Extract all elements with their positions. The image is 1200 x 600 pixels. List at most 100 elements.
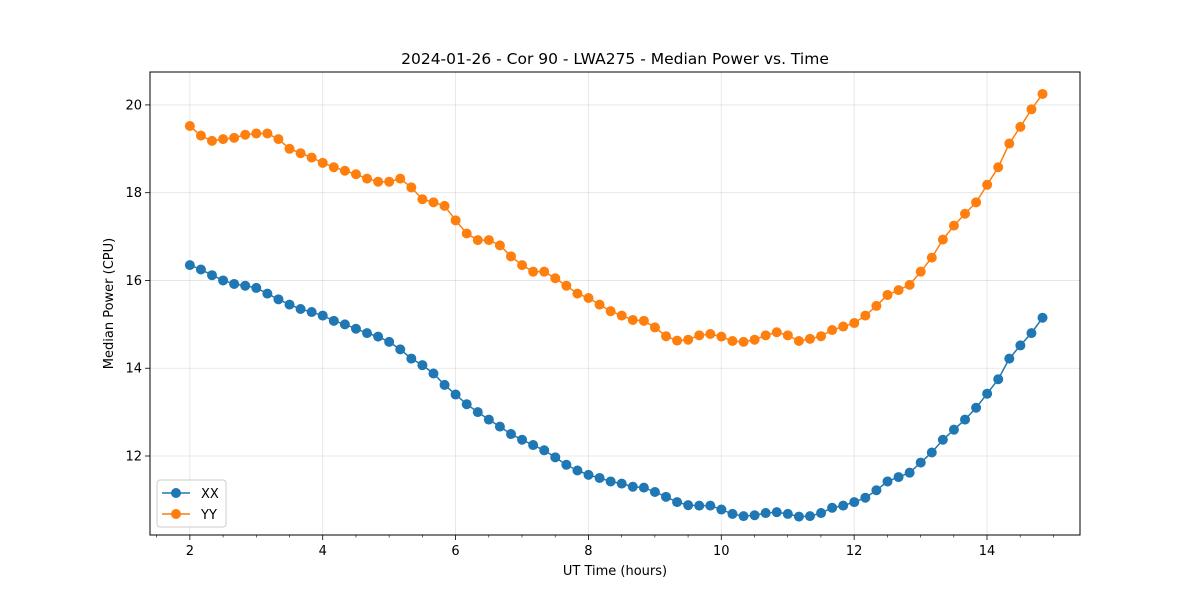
data-point-xx <box>273 294 284 305</box>
data-point-xx <box>561 459 572 470</box>
data-point-xx <box>727 508 738 519</box>
data-point-yy <box>317 157 328 168</box>
data-point-yy <box>716 331 727 342</box>
data-point-yy <box>472 235 483 246</box>
data-point-xx <box>417 360 428 371</box>
data-point-xx <box>672 497 683 508</box>
data-point-yy <box>207 135 217 146</box>
series-xx <box>184 260 1048 522</box>
data-point-xx <box>749 510 760 521</box>
data-point-xx <box>384 336 395 347</box>
series-yy <box>184 88 1048 347</box>
data-point-yy <box>838 321 849 332</box>
data-point-xx <box>627 481 638 492</box>
data-point-yy <box>1037 88 1048 99</box>
data-point-xx <box>948 424 959 435</box>
data-point-yy <box>727 336 738 347</box>
data-point-yy <box>860 310 871 321</box>
data-point-yy <box>937 234 948 245</box>
data-point-yy <box>362 173 373 184</box>
data-point-xx <box>339 319 350 330</box>
data-point-xx <box>760 508 771 519</box>
data-point-yy <box>771 327 782 338</box>
data-point-xx <box>184 260 195 271</box>
y-axis-label: Median Power (CPU) <box>102 238 117 369</box>
data-point-yy <box>295 148 306 159</box>
data-point-yy <box>782 330 793 341</box>
data-point-yy <box>550 273 561 284</box>
data-point-yy <box>1004 138 1015 149</box>
data-point-xx <box>793 511 804 522</box>
data-point-xx <box>494 421 505 432</box>
data-point-yy <box>904 279 915 290</box>
data-point-yy <box>494 240 505 251</box>
data-point-xx <box>683 500 694 511</box>
data-point-yy <box>417 194 428 205</box>
data-point-xx <box>827 502 838 513</box>
data-point-xx <box>505 429 516 440</box>
data-point-yy <box>240 129 251 140</box>
data-point-xx <box>893 472 904 483</box>
data-point-xx <box>738 511 749 522</box>
data-point-yy <box>1015 121 1026 132</box>
data-point-yy <box>328 162 339 173</box>
data-point-yy <box>251 128 262 139</box>
data-point-yy <box>1026 104 1037 115</box>
x-axis-ticks: 2 4 6 8 10 12 14 <box>156 535 1054 559</box>
data-point-yy <box>926 252 937 263</box>
data-point-xx <box>229 278 240 289</box>
data-point-xx <box>572 465 583 476</box>
data-point-xx <box>284 299 295 310</box>
data-point-yy <box>184 120 195 131</box>
data-point-xx <box>871 485 882 496</box>
y-axis-ticks: 12 14 16 18 20 <box>125 98 150 465</box>
data-point-xx <box>838 500 849 511</box>
data-point-yy <box>384 176 395 187</box>
data-point-yy <box>793 336 804 347</box>
data-point-yy <box>760 330 771 341</box>
y-tick-label: 14 <box>125 362 142 377</box>
data-point-xx <box>539 445 550 456</box>
legend-label-yy: YY <box>200 508 217 523</box>
data-point-yy <box>882 289 893 300</box>
data-point-xx <box>782 508 793 519</box>
data-point-xx <box>583 469 594 480</box>
data-point-xx <box>450 389 461 400</box>
data-point-xx <box>262 288 273 299</box>
data-point-yy <box>406 182 417 193</box>
data-point-yy <box>971 197 982 208</box>
data-point-xx <box>661 491 672 502</box>
data-point-xx <box>849 497 860 508</box>
data-point-xx <box>926 447 937 458</box>
data-point-yy <box>539 266 550 277</box>
x-tick-label: 6 <box>451 544 459 559</box>
data-point-xx <box>1004 353 1015 364</box>
data-point-yy <box>284 143 295 154</box>
x-axis-label: UT Time (hours) <box>563 564 667 579</box>
data-point-xx <box>517 434 528 445</box>
grid <box>150 72 1080 535</box>
data-point-yy <box>461 228 472 239</box>
data-point-yy <box>661 331 672 342</box>
data-point-xx <box>362 328 373 339</box>
data-point-yy <box>672 335 683 346</box>
y-tick-label: 16 <box>125 274 142 289</box>
data-point-xx <box>605 476 616 487</box>
data-point-xx <box>860 492 871 503</box>
data-point-xx <box>960 414 971 425</box>
data-point-xx <box>1037 312 1048 323</box>
data-point-xx <box>882 476 893 487</box>
legend-marker-xx <box>171 488 181 498</box>
data-point-xx <box>982 388 993 399</box>
data-point-xx <box>716 504 727 515</box>
legend-label-xx: XX <box>201 487 219 502</box>
data-point-yy <box>572 288 583 299</box>
y-tick-label: 20 <box>125 98 142 113</box>
data-point-xx <box>550 452 561 463</box>
x-tick-label: 2 <box>186 544 194 559</box>
data-point-xx <box>251 282 262 293</box>
data-point-yy <box>683 334 694 345</box>
data-point-yy <box>638 315 649 326</box>
data-point-xx <box>937 434 948 445</box>
data-point-xx <box>1026 328 1037 339</box>
